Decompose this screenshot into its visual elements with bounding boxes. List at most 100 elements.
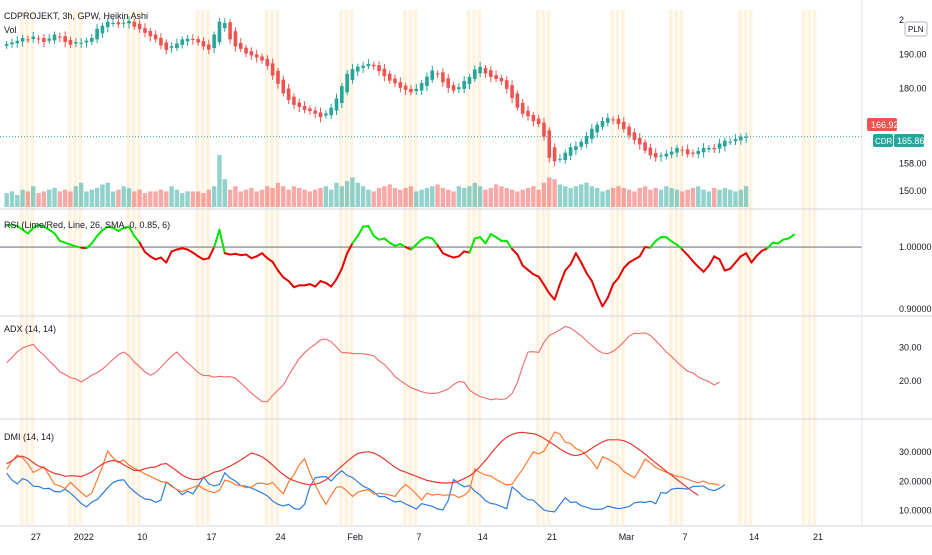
rsi-pane[interactable]: RSI (Lime/Red, Line, 26, SMA, 0, 0.85, 6… <box>0 220 862 308</box>
volume-bar <box>541 182 547 207</box>
volume-bar <box>483 189 488 207</box>
rsi-segment <box>734 255 742 264</box>
price-pane[interactable]: CDPROJEKT, 3h, GPW, Heikin Ashi Vol <box>0 11 862 207</box>
weekend-band <box>344 10 349 525</box>
candle-body <box>707 147 711 150</box>
volume-bar <box>477 186 483 207</box>
candle-body <box>531 114 536 122</box>
candle-body <box>20 37 25 42</box>
weekend-band <box>19 10 24 525</box>
dmi-adx-line <box>6 431 699 496</box>
rsi-segment <box>324 281 333 288</box>
rsi-segment <box>186 248 194 254</box>
rsi-segment <box>516 253 524 267</box>
candle-body <box>26 39 30 41</box>
candle-body <box>361 65 365 68</box>
volume-bar <box>435 184 440 207</box>
rsi-segment <box>245 253 253 260</box>
symbol-tag: CDR <box>875 137 893 146</box>
rsi-segment <box>590 280 599 296</box>
volume-bar <box>233 186 238 207</box>
volume-bar <box>658 189 664 207</box>
volume-bar <box>366 189 371 207</box>
rsi-segment <box>686 254 694 263</box>
volume-bar <box>520 189 525 207</box>
rsi-segment <box>282 276 290 283</box>
rsi-segment <box>261 252 269 260</box>
candle-body <box>664 153 669 157</box>
volume-bar <box>642 186 648 207</box>
volume-bar <box>430 186 435 207</box>
rsi-segment <box>649 239 657 249</box>
rsi-segment <box>85 242 93 250</box>
volume-bar <box>626 189 632 207</box>
candle-body <box>430 70 435 80</box>
candle-body <box>590 128 594 139</box>
rsi-segment <box>143 251 152 258</box>
volume-bar <box>669 187 674 207</box>
time-axis[interactable]: 27 2022 10 17 24 Feb 7 14 21 Mar 7 14 21 <box>31 532 823 542</box>
volume-bar <box>743 186 749 207</box>
rsi-segment <box>601 296 609 308</box>
candle-body <box>717 143 722 149</box>
volume-bar <box>73 186 79 207</box>
rsi-segment <box>628 258 636 264</box>
volume-bar <box>89 189 94 207</box>
candle-body <box>292 96 296 105</box>
adx-pane[interactable]: ADX (14, 14) <box>4 324 720 403</box>
rsi-segment <box>356 225 365 237</box>
y-tick-label: 20.0000 <box>899 476 932 486</box>
candle-body <box>409 88 413 93</box>
candle-body <box>355 66 360 72</box>
volume-bar <box>509 189 515 207</box>
rsi-segment <box>691 260 700 268</box>
current-price-badge: CDR 165.86 <box>873 134 925 147</box>
price-axis[interactable]: 150.00 158.00 180.00 190.00 2 0.90000 1.00000 2… <box>899 15 932 515</box>
rsi-segment <box>489 233 498 239</box>
rsi-segment <box>697 265 705 273</box>
rsi-segment <box>271 260 279 272</box>
candle-body <box>42 37 46 43</box>
candle-body <box>58 36 62 38</box>
weekend-band <box>78 10 83 525</box>
rsi-segment <box>112 226 120 232</box>
candle-body <box>382 68 387 77</box>
volume-bar <box>313 189 318 207</box>
x-tick-label: 14 <box>749 532 759 542</box>
y-tick-label: 30.00 <box>899 342 922 352</box>
volume-bar <box>254 191 259 207</box>
rsi-segment <box>681 248 689 257</box>
dmi-pane[interactable]: DMI (14, 14) <box>4 431 726 513</box>
volume-bar <box>727 189 733 207</box>
rsi-segment <box>484 233 492 245</box>
candle-body <box>398 82 403 88</box>
volume-bar <box>31 186 36 207</box>
candle-body <box>217 21 222 43</box>
volume-bar <box>515 191 520 207</box>
candle-body <box>249 51 254 56</box>
volume-bar <box>275 182 281 207</box>
candle-body <box>68 39 73 45</box>
volume-bar <box>398 189 403 207</box>
candle-body <box>302 105 307 111</box>
volume-bar <box>568 187 573 207</box>
currency-badge[interactable]: PLN <box>904 21 928 37</box>
candle-body <box>520 102 525 114</box>
volume-bar <box>238 191 243 207</box>
x-tick-label: 17 <box>206 532 216 542</box>
volume-bar <box>712 187 717 207</box>
rsi-segment <box>53 232 61 242</box>
volume-bar <box>717 189 722 207</box>
volume-bar <box>706 191 712 207</box>
weekend-band <box>615 10 620 525</box>
candle-body <box>403 85 408 90</box>
candle-body <box>36 38 41 40</box>
weekend-band <box>748 10 753 525</box>
x-tick-label: 27 <box>31 532 41 542</box>
candle-body <box>558 158 562 160</box>
y-tick-label: 30.0000 <box>899 447 932 457</box>
volume-bar <box>47 189 52 207</box>
weekend-band <box>472 10 476 525</box>
